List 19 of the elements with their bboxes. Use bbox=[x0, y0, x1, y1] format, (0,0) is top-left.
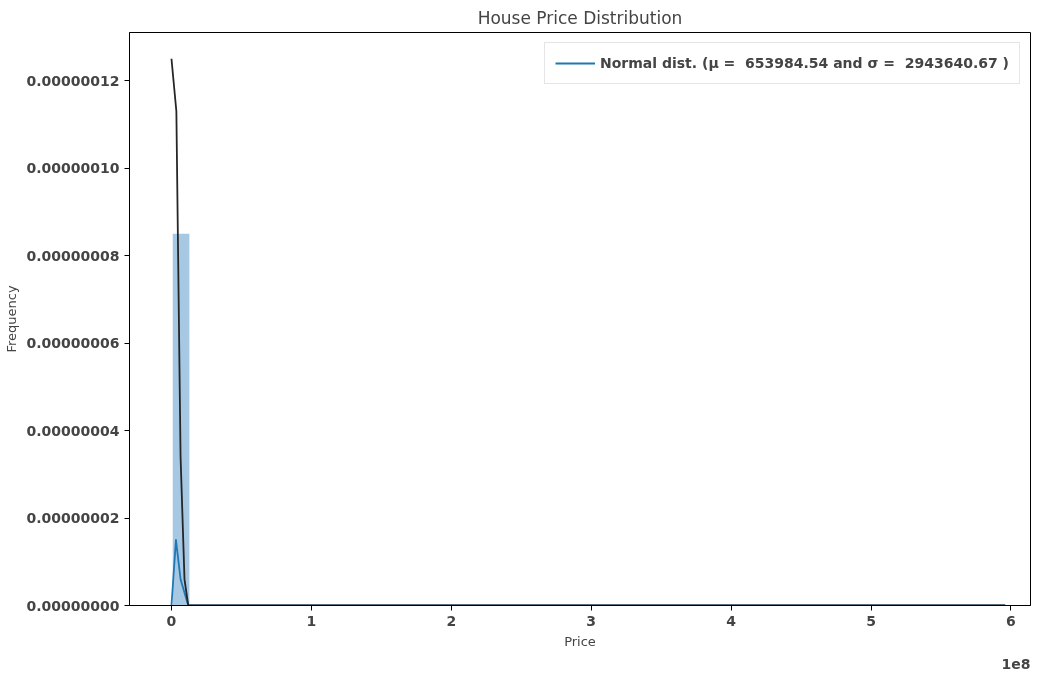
y-tick-label: 0.00000000 bbox=[26, 597, 120, 614]
y-tick-label: 0.00000008 bbox=[26, 247, 120, 264]
y-axis-title: Frequency bbox=[3, 285, 19, 353]
x-tick-label: 6 bbox=[1006, 612, 1016, 629]
x-tick-label: 2 bbox=[446, 612, 457, 629]
chart-title: House Price Distribution bbox=[477, 7, 683, 28]
y-tick-label: 0.00000006 bbox=[26, 335, 120, 352]
x-axis-title: Price bbox=[564, 633, 596, 649]
x-tick-label: 5 bbox=[866, 612, 876, 629]
legend-label: Normal dist. (μ = 653984.54 and σ = 2943640.67 ) bbox=[600, 55, 1009, 71]
x-tick-label: 1 bbox=[306, 612, 317, 629]
y-tick-label: 0.00000002 bbox=[26, 510, 120, 527]
y-tick-label: 0.00000010 bbox=[26, 160, 120, 177]
text: 1e8 bbox=[1001, 655, 1031, 672]
x-tick-label: 4 bbox=[726, 612, 737, 629]
x-tick-label: 3 bbox=[586, 612, 597, 629]
y-tick-label: 0.00000012 bbox=[26, 72, 120, 89]
y-tick-label: 0.00000004 bbox=[26, 422, 120, 439]
x-tick-label: 0 bbox=[166, 612, 177, 629]
